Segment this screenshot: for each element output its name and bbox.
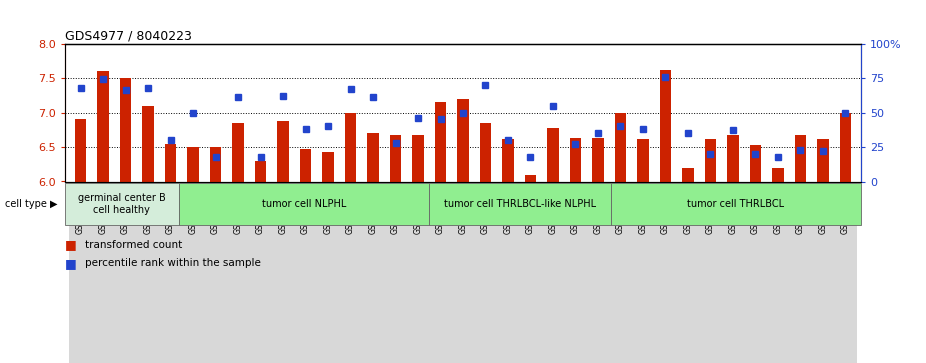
- Bar: [745, 182, 767, 363]
- Text: cell type ▶: cell type ▶: [5, 199, 57, 209]
- Text: ■: ■: [65, 257, 77, 270]
- Bar: [384, 182, 407, 363]
- Bar: [795, 135, 806, 182]
- Bar: [699, 182, 721, 363]
- Bar: [496, 182, 519, 363]
- Bar: [97, 71, 108, 182]
- Text: germinal center B
cell healthy: germinal center B cell healthy: [78, 193, 166, 215]
- Text: tumor cell NLPHL: tumor cell NLPHL: [261, 199, 346, 209]
- Bar: [165, 144, 176, 182]
- Bar: [587, 182, 609, 363]
- Bar: [474, 182, 496, 363]
- Text: tumor cell THRLBCL: tumor cell THRLBCL: [687, 199, 784, 209]
- Bar: [767, 182, 789, 363]
- Bar: [503, 139, 514, 182]
- Bar: [368, 133, 379, 182]
- Bar: [278, 122, 289, 182]
- Bar: [159, 182, 181, 363]
- Bar: [294, 182, 317, 363]
- Bar: [227, 182, 249, 363]
- Bar: [181, 182, 205, 363]
- Text: ■: ■: [65, 238, 77, 252]
- Bar: [609, 182, 632, 363]
- Bar: [569, 138, 582, 182]
- Bar: [519, 182, 542, 363]
- Bar: [187, 147, 199, 182]
- Bar: [654, 182, 677, 363]
- Bar: [789, 182, 812, 363]
- Text: transformed count: transformed count: [85, 240, 182, 250]
- Bar: [210, 147, 221, 182]
- Bar: [92, 182, 114, 363]
- Bar: [272, 182, 294, 363]
- Bar: [457, 99, 469, 182]
- Bar: [412, 135, 423, 182]
- Bar: [120, 78, 131, 182]
- Bar: [564, 182, 587, 363]
- Bar: [390, 135, 401, 182]
- Bar: [362, 182, 384, 363]
- Bar: [677, 182, 699, 363]
- Text: tumor cell THRLBCL-like NLPHL: tumor cell THRLBCL-like NLPHL: [444, 199, 596, 209]
- Bar: [430, 182, 452, 363]
- Bar: [317, 182, 339, 363]
- Bar: [322, 152, 333, 182]
- Bar: [637, 139, 648, 182]
- Text: percentile rank within the sample: percentile rank within the sample: [85, 258, 261, 268]
- Bar: [143, 106, 154, 182]
- Text: GDS4977 / 8040223: GDS4977 / 8040223: [65, 29, 192, 42]
- Bar: [137, 182, 159, 363]
- Bar: [840, 113, 851, 182]
- Bar: [593, 138, 604, 182]
- Bar: [75, 119, 86, 182]
- Bar: [407, 182, 430, 363]
- Bar: [834, 182, 857, 363]
- Bar: [300, 149, 311, 182]
- Bar: [232, 123, 244, 182]
- Bar: [542, 182, 564, 363]
- Bar: [69, 182, 92, 363]
- Bar: [750, 145, 761, 182]
- Bar: [339, 182, 362, 363]
- Bar: [632, 182, 654, 363]
- Bar: [255, 161, 266, 182]
- Bar: [547, 129, 558, 182]
- Bar: [772, 168, 783, 182]
- Bar: [452, 182, 474, 363]
- Bar: [705, 139, 716, 182]
- Bar: [480, 123, 491, 182]
- Bar: [818, 139, 829, 182]
- Bar: [114, 182, 137, 363]
- Bar: [249, 182, 272, 363]
- Bar: [660, 70, 671, 182]
- Bar: [205, 182, 227, 363]
- Bar: [435, 102, 446, 182]
- Bar: [812, 182, 834, 363]
- Bar: [682, 168, 694, 182]
- Bar: [615, 113, 626, 182]
- Bar: [525, 175, 536, 182]
- Bar: [721, 182, 745, 363]
- Bar: [727, 135, 739, 182]
- Bar: [344, 113, 357, 182]
